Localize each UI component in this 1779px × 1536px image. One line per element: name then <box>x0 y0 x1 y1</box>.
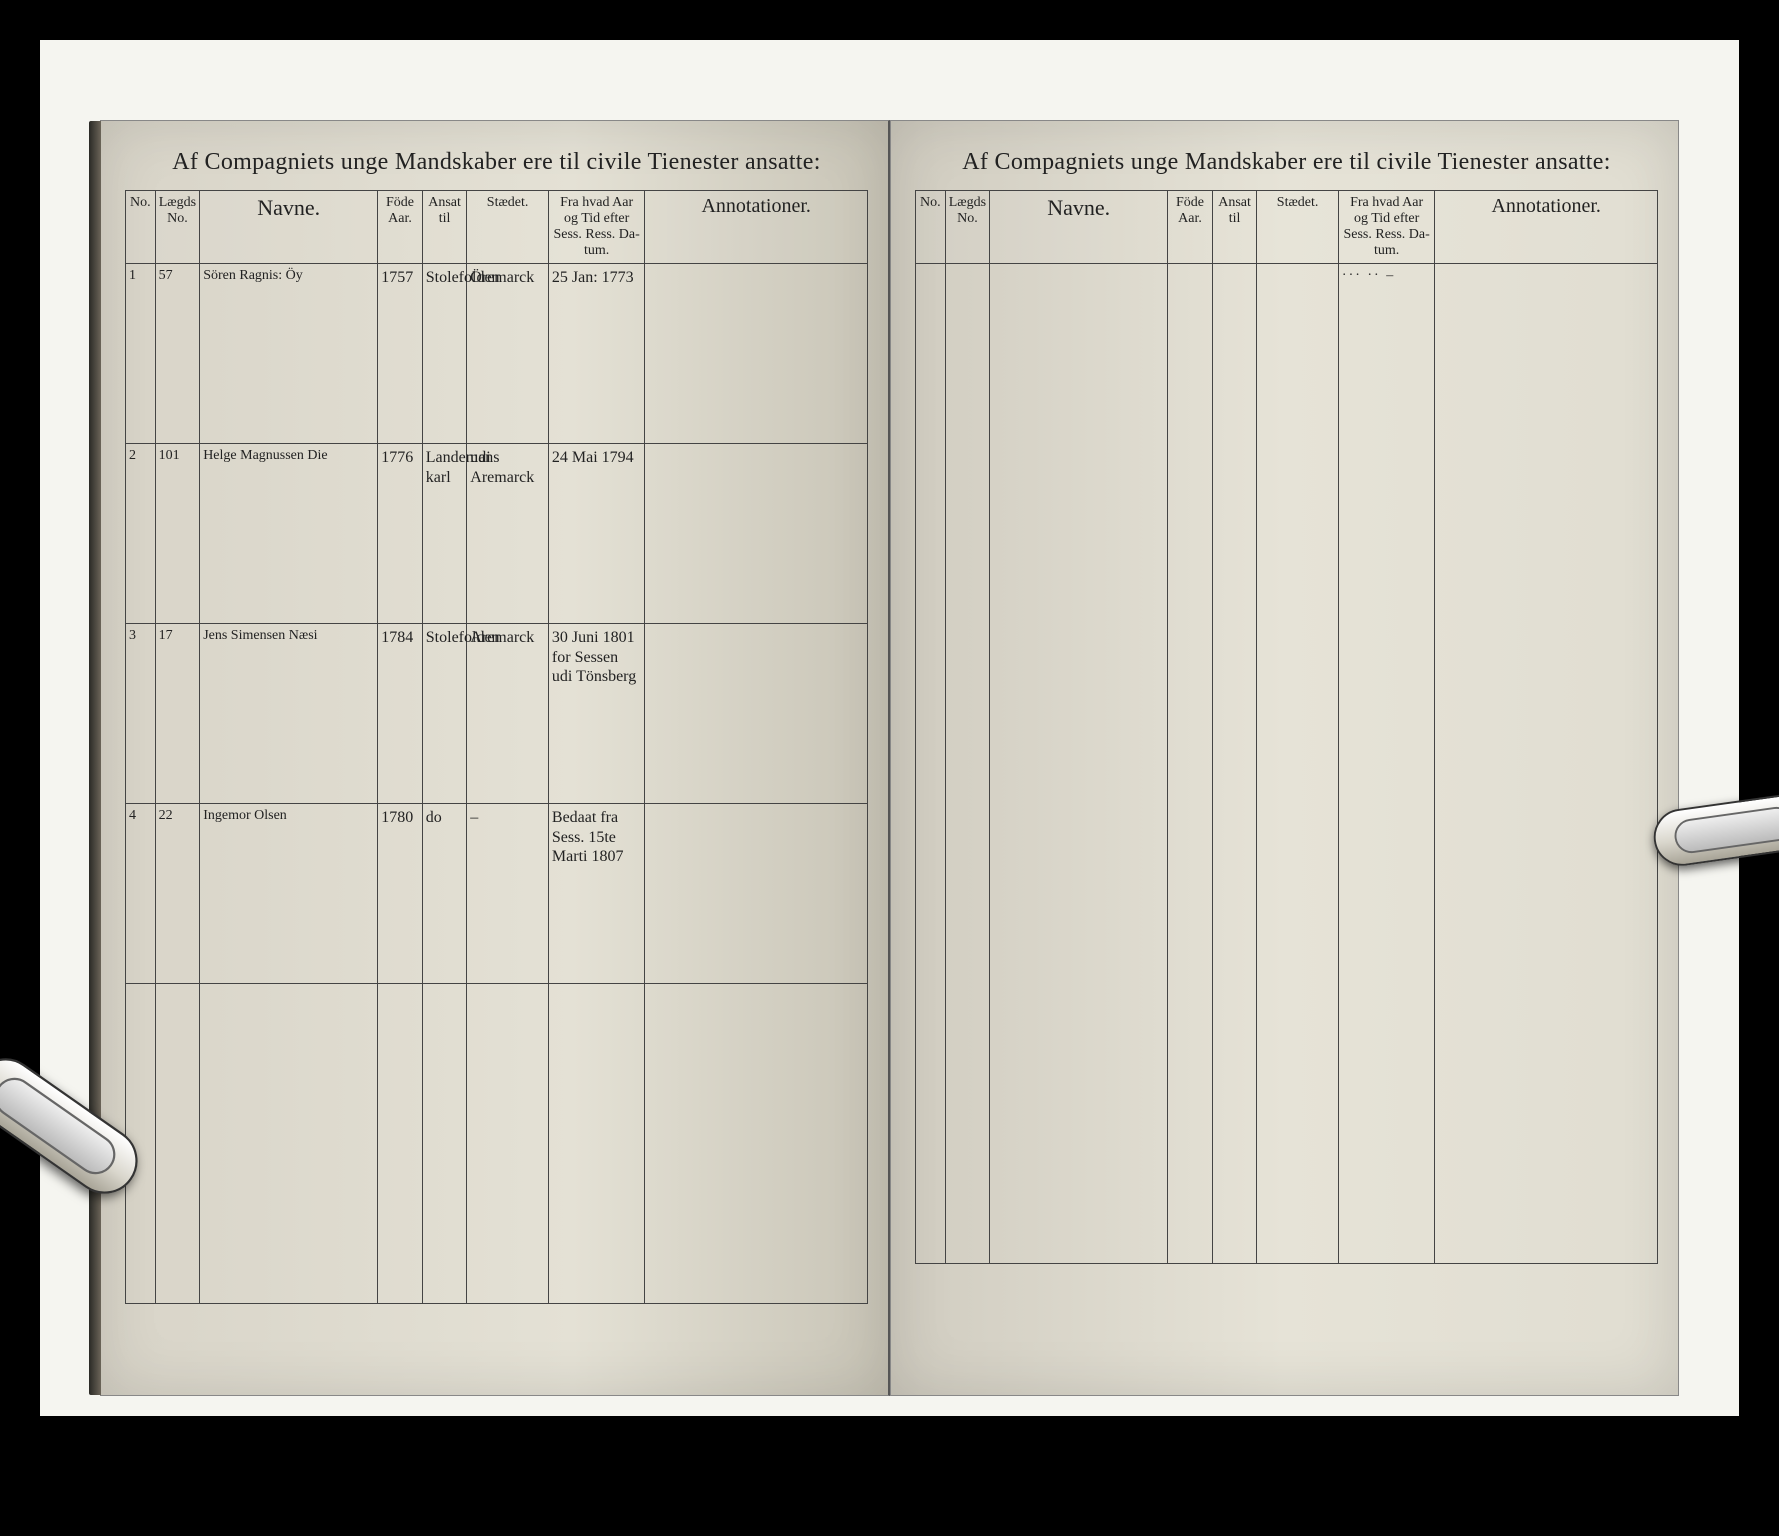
ledger-body-right: ··· ·· – <box>916 264 1658 1264</box>
table-row: 4 22 Ingemor Olsen 1780 do – Bedaat fra … <box>126 804 868 984</box>
cell-staedet: Öremarck <box>467 264 549 444</box>
cell-no: 3 <box>126 624 156 804</box>
cell-annot <box>645 264 868 444</box>
col-ansat: Ansat til <box>422 191 467 264</box>
cell-fode: 1776 <box>378 444 423 624</box>
cell-laegds: 57 <box>155 264 200 444</box>
cell-staedet: udi Aremarck <box>467 444 549 624</box>
cell-ansat: Stolefolden <box>422 264 467 444</box>
cell-ansat: Landemans karl <box>422 444 467 624</box>
cell-no: 2 <box>126 444 156 624</box>
cell-no: 4 <box>126 804 156 984</box>
cell-fode: 1784 <box>378 624 423 804</box>
col-staedet: Stædet. <box>467 191 549 264</box>
cell-fra: 30 Juni 1801 for Sessen udi Tönsberg <box>548 624 644 804</box>
col-navne: Navne. <box>990 191 1168 264</box>
col-annot: Annotationer. <box>1435 191 1658 264</box>
cell-navne: Jens Simensen Næsi <box>200 624 378 804</box>
header-row: No. Lægds No. Navne. Föde Aar. Ansat til… <box>916 191 1658 264</box>
cell-fode: 1757 <box>378 264 423 444</box>
page-title-left: Af Compagniets unge Mandskaber ere til c… <box>125 149 868 176</box>
stray-marks: ··· ·· – <box>1338 264 1434 1264</box>
col-laegds: Lægds No. <box>155 191 200 264</box>
header-row: No. Lægds No. Navne. Föde Aar. Ansat til… <box>126 191 868 264</box>
table-row-blank <box>126 984 868 1304</box>
page-title-right: Af Compagniets unge Mandskaber ere til c… <box>915 149 1658 176</box>
cell-ansat: do <box>422 804 467 984</box>
col-navne: Navne. <box>200 191 378 264</box>
col-fra: Fra hvad Aar og Tid efter Sess. Ress. Da… <box>1338 191 1434 264</box>
cell-annot <box>645 804 868 984</box>
table-row-blank: ··· ·· – <box>916 264 1658 1264</box>
col-staedet: Stædet. <box>1257 191 1339 264</box>
cell-fra: 24 Mai 1794 <box>548 444 644 624</box>
cell-navne: Ingemor Olsen <box>200 804 378 984</box>
cell-laegds: 101 <box>155 444 200 624</box>
cell-staedet: Aremarck <box>467 624 549 804</box>
cell-ansat: Stolefolden <box>422 624 467 804</box>
col-laegds: Lægds No. <box>945 191 990 264</box>
cell-fra: Bedaat fra Sess. 15te Marti 1807 <box>548 804 644 984</box>
col-fode: Föde Aar. <box>1168 191 1213 264</box>
ledger-table-right: No. Lægds No. Navne. Föde Aar. Ansat til… <box>915 190 1658 1264</box>
ledger-body-left: 1 57 Sören Ragnis: Öy 1757 Stolefolden Ö… <box>126 264 868 1304</box>
col-fra: Fra hvad Aar og Tid efter Sess. Ress. Da… <box>548 191 644 264</box>
ledger-book: Af Compagniets unge Mandskaber ere til c… <box>100 120 1679 1396</box>
col-no: No. <box>126 191 156 264</box>
col-ansat: Ansat til <box>1212 191 1257 264</box>
page-left: Af Compagniets unge Mandskaber ere til c… <box>100 120 890 1396</box>
col-fode: Föde Aar. <box>378 191 423 264</box>
cell-fra: 25 Jan: 1773 <box>548 264 644 444</box>
cell-annot <box>645 444 868 624</box>
ledger-table-left: No. Lægds No. Navne. Föde Aar. Ansat til… <box>125 190 868 1304</box>
cell-navne: Helge Magnussen Die <box>200 444 378 624</box>
cell-staedet: – <box>467 804 549 984</box>
cell-fode: 1780 <box>378 804 423 984</box>
page-right: Af Compagniets unge Mandskaber ere til c… <box>890 120 1679 1396</box>
table-row: 1 57 Sören Ragnis: Öy 1757 Stolefolden Ö… <box>126 264 868 444</box>
cell-laegds: 17 <box>155 624 200 804</box>
col-no: No. <box>916 191 946 264</box>
col-annot: Annotationer. <box>645 191 868 264</box>
cell-annot <box>645 624 868 804</box>
table-row: 2 101 Helge Magnussen Die 1776 Landemans… <box>126 444 868 624</box>
cell-laegds: 22 <box>155 804 200 984</box>
cell-no: 1 <box>126 264 156 444</box>
table-row: 3 17 Jens Simensen Næsi 1784 Stolefolden… <box>126 624 868 804</box>
scan-frame: Af Compagniets unge Mandskaber ere til c… <box>40 40 1739 1416</box>
cell-navne: Sören Ragnis: Öy <box>200 264 378 444</box>
